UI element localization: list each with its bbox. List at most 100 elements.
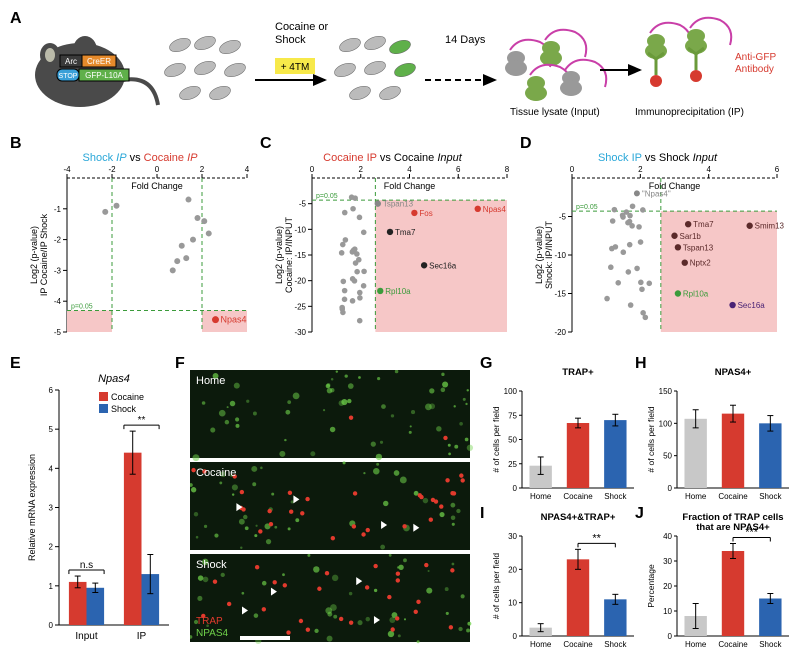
- panelJ-bars: Fraction of TRAP cellsthat are NPAS4+010…: [645, 510, 793, 658]
- svg-text:Fos: Fos: [419, 209, 432, 218]
- svg-text:n.s: n.s: [80, 560, 93, 571]
- svg-text:-25: -25: [294, 302, 306, 311]
- svg-text:0: 0: [513, 484, 518, 493]
- svg-text:Immunoprecipitation (IP): Immunoprecipitation (IP): [635, 107, 744, 118]
- svg-text:Log2 (p-value): Log2 (p-value): [274, 226, 284, 284]
- svg-text:Fold Change: Fold Change: [384, 181, 436, 191]
- svg-text:Cocaine: Cocaine: [111, 392, 144, 402]
- panelF-images: HomeCocaineShockTRAPNPAS4: [190, 370, 475, 655]
- svg-text:# of cells per field: # of cells per field: [491, 553, 501, 619]
- svg-text:Shock: Shock: [759, 640, 782, 649]
- svg-text:# of cells per field: # of cells per field: [646, 406, 656, 472]
- svg-text:Tspan13: Tspan13: [383, 200, 414, 209]
- svg-text:Shock: Shock: [604, 492, 627, 501]
- svg-text:6: 6: [49, 386, 54, 395]
- svg-text:Cocaine: Cocaine: [196, 467, 236, 479]
- panelA-schematic: Arc CreER STOP GFP-L10A Cocaine or Shock…: [25, 10, 785, 130]
- svg-text:Shock: Shock: [759, 492, 782, 501]
- svg-text:4: 4: [49, 464, 54, 473]
- svg-text:-15: -15: [294, 251, 306, 260]
- svg-text:Npas4: Npas4: [221, 315, 247, 325]
- label-E: E: [10, 355, 21, 373]
- svg-text:Npas4: Npas4: [483, 205, 507, 214]
- svg-text:p=0.05: p=0.05: [576, 204, 598, 211]
- svg-text:50: 50: [508, 436, 517, 445]
- svg-text:75: 75: [508, 411, 517, 420]
- svg-text:-5: -5: [54, 328, 62, 337]
- svg-text:Log2 (p-value): Log2 (p-value): [29, 226, 39, 284]
- svg-text:p=0.05: p=0.05: [316, 193, 338, 200]
- svg-text:10: 10: [508, 599, 517, 608]
- label-F: F: [175, 355, 185, 373]
- svg-text:NPAS4: NPAS4: [196, 628, 228, 639]
- svg-text:30: 30: [663, 557, 672, 566]
- svg-text:Tspan13: Tspan13: [683, 243, 714, 252]
- svg-text:2: 2: [49, 543, 54, 552]
- svg-text:-2: -2: [108, 165, 116, 174]
- svg-text:Cocaine or: Cocaine or: [275, 21, 329, 33]
- svg-text:2: 2: [200, 165, 205, 174]
- svg-text:100: 100: [659, 419, 673, 428]
- panelC-volcano: Cocaine IP vs Cocaine Input02468Fold Cha…: [270, 150, 515, 350]
- svg-text:Shock: Shock: [196, 559, 227, 571]
- svg-text:Arc: Arc: [65, 57, 77, 66]
- svg-text:-10: -10: [554, 251, 566, 260]
- svg-text:Cocaine: Cocaine: [718, 640, 748, 649]
- svg-text:50: 50: [663, 452, 672, 461]
- svg-text:3: 3: [49, 504, 54, 513]
- svg-text:6: 6: [456, 165, 461, 174]
- svg-text:-5: -5: [299, 200, 307, 209]
- svg-text:NPAS4+: NPAS4+: [715, 367, 752, 378]
- svg-text:Shock IP vs Shock Input: Shock IP vs Shock Input: [598, 152, 718, 164]
- svg-text:CreER: CreER: [87, 57, 111, 66]
- svg-text:Fold Change: Fold Change: [131, 181, 183, 191]
- svg-text:-1: -1: [54, 205, 62, 214]
- svg-text:Nptx2: Nptx2: [690, 259, 711, 268]
- svg-text:25: 25: [508, 460, 517, 469]
- svg-text:Sec16a: Sec16a: [429, 261, 457, 270]
- svg-text:4: 4: [706, 165, 711, 174]
- svg-text:150: 150: [659, 387, 673, 396]
- svg-text:1: 1: [49, 582, 54, 591]
- svg-text:-10: -10: [294, 225, 306, 234]
- svg-text:-3: -3: [54, 266, 62, 275]
- svg-text:4: 4: [407, 165, 412, 174]
- svg-text:Relative mRNA expression: Relative mRNA expression: [27, 454, 37, 561]
- svg-text:0: 0: [310, 165, 315, 174]
- panelI-bars: NPAS4+&TRAP+0102030# of cells per fieldH…: [490, 510, 638, 658]
- svg-text:Home: Home: [530, 492, 552, 501]
- svg-text:Cocaine: IP/INPUT: Cocaine: IP/INPUT: [284, 216, 294, 293]
- svg-text:Sec16a: Sec16a: [738, 301, 766, 310]
- svg-text:Npas4: Npas4: [98, 373, 130, 385]
- panelB-volcano: Shock IP vs Cocaine IP-4-2024Fold Change…: [25, 150, 255, 350]
- svg-text:100: 100: [504, 387, 518, 396]
- svg-text:4: 4: [245, 165, 250, 174]
- svg-text:GFP-L10A: GFP-L10A: [85, 71, 123, 80]
- svg-text:8: 8: [505, 165, 510, 174]
- svg-text:Sar1b: Sar1b: [680, 232, 702, 241]
- svg-text:14 Days: 14 Days: [445, 34, 486, 46]
- svg-text:TRAP+: TRAP+: [562, 367, 594, 378]
- svg-text:Input: Input: [75, 631, 97, 642]
- panelG-bars: TRAP+0255075100# of cells per fieldHomeC…: [490, 365, 638, 510]
- svg-text:-30: -30: [294, 328, 306, 337]
- svg-text:Cocaine: Cocaine: [718, 492, 748, 501]
- svg-text:+ 4TM: + 4TM: [281, 62, 310, 73]
- svg-text:"Npas4": "Npas4": [642, 189, 671, 198]
- svg-text:Tma7: Tma7: [693, 220, 714, 229]
- svg-text:0: 0: [570, 165, 575, 174]
- svg-text:Shock IP vs Cocaine IP: Shock IP vs Cocaine IP: [83, 152, 199, 164]
- svg-text:30: 30: [508, 532, 517, 541]
- svg-text:-15: -15: [554, 290, 566, 299]
- svg-text:-20: -20: [294, 277, 306, 286]
- svg-text:0: 0: [668, 632, 673, 641]
- svg-text:Cocaine: Cocaine: [563, 640, 593, 649]
- svg-text:2: 2: [359, 165, 364, 174]
- svg-text:2: 2: [638, 165, 643, 174]
- svg-text:IP Cocaine/IP Shock: IP Cocaine/IP Shock: [39, 213, 49, 296]
- svg-text:that are NPAS4+: that are NPAS4+: [696, 522, 770, 533]
- label-B: B: [10, 135, 22, 153]
- svg-text:-20: -20: [554, 328, 566, 337]
- svg-text:Shock: IP/INPUT: Shock: IP/INPUT: [544, 220, 554, 289]
- label-I: I: [480, 505, 484, 523]
